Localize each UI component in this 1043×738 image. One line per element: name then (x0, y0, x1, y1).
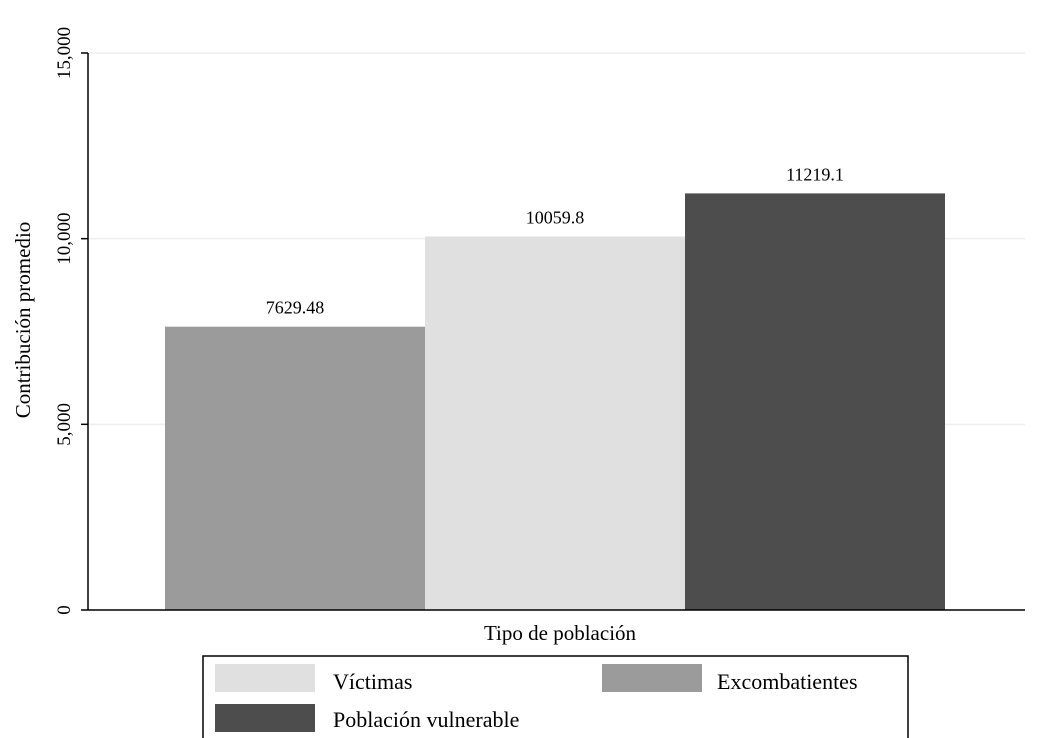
legend-label: Víctimas (333, 669, 412, 694)
y-tick-label: 10,000 (54, 213, 75, 265)
bar-excombatientes (165, 326, 425, 610)
bar-value-label: 7629.48 (266, 298, 325, 318)
legend-swatch (215, 664, 315, 692)
legend-label: Población vulnerable (333, 707, 519, 732)
bar-value-label: 11219.1 (786, 164, 844, 184)
y-tick-label: 5,000 (54, 403, 75, 446)
bar-value-label: 10059.8 (526, 207, 585, 227)
y-tick-label: 0 (54, 605, 75, 615)
x-axis-title: Tipo de población (484, 621, 637, 645)
legend-swatch (602, 664, 702, 692)
y-tick-label: 15,000 (54, 27, 75, 79)
legend-label: Excombatientes (717, 669, 858, 694)
legend-swatch (215, 704, 315, 732)
y-axis-title: Contribución promedio (11, 222, 35, 419)
bar-value-labels: 7629.48 10059.8 11219.1 (266, 164, 844, 317)
bar-víctimas (425, 236, 685, 610)
legend: Víctimas Excombatientes Población vulnerab… (215, 664, 858, 732)
bar-población-vulnerable (685, 193, 945, 611)
legend-box (202, 655, 909, 738)
bars (165, 193, 945, 611)
y-axis-ticks: 0 5,000 10,000 15,000 (54, 27, 88, 615)
